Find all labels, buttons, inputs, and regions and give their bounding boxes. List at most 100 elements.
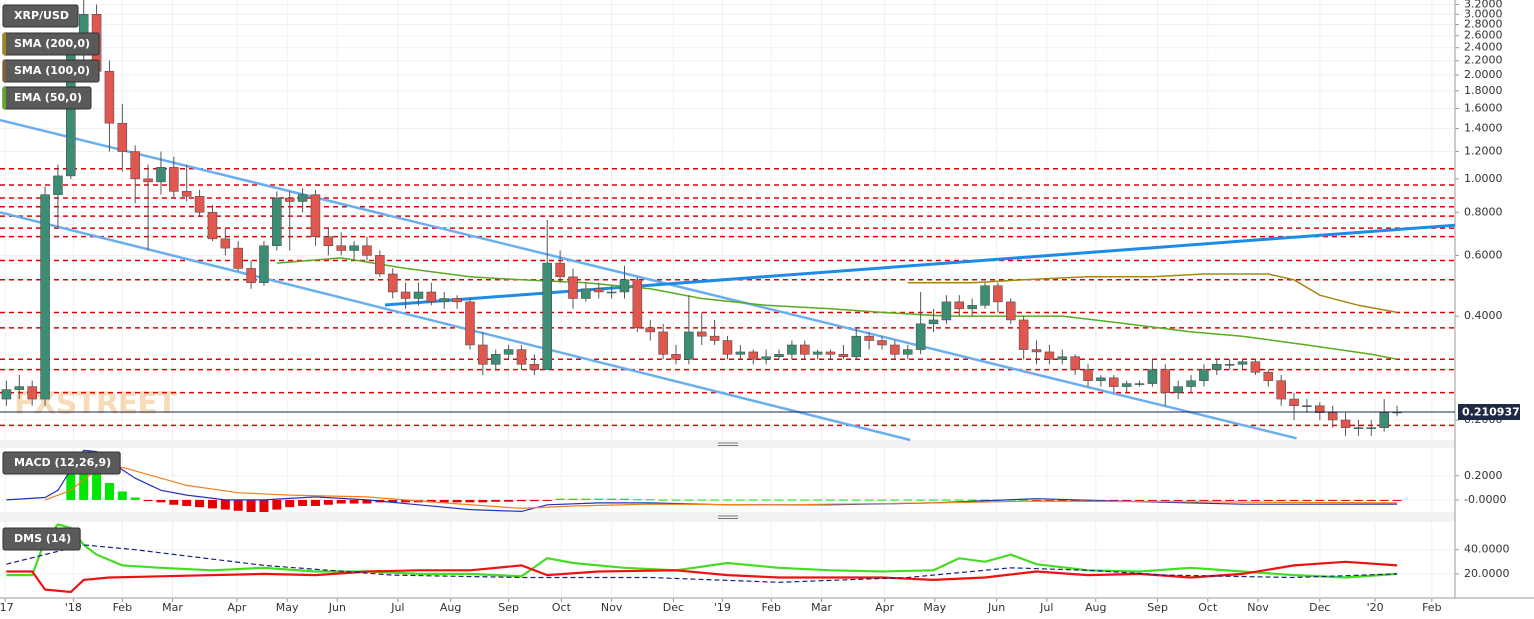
x-tick-label: Nov	[1247, 601, 1269, 614]
x-tick-label: Feb	[762, 601, 781, 614]
x-tick-label: Apr	[875, 601, 895, 614]
candle-body	[1302, 405, 1312, 407]
histogram-bar	[632, 499, 642, 501]
legend-item: SMA (100,0)	[2, 59, 100, 83]
candle-body	[130, 151, 140, 180]
candle-body	[27, 386, 37, 400]
histogram-bar	[1302, 499, 1312, 501]
legend-box	[2, 527, 81, 551]
histogram-bar	[195, 499, 205, 508]
candle-body	[1160, 369, 1171, 393]
y-tick-label: 2.4000	[1464, 41, 1503, 54]
candle-body	[877, 340, 887, 346]
legend-item: EMA (50,0)	[2, 86, 92, 110]
histogram-bar	[130, 497, 140, 500]
histogram-bar	[1160, 499, 1170, 501]
histogram-bar	[800, 499, 810, 501]
legend-swatch	[3, 33, 6, 55]
histogram-bar	[954, 499, 964, 501]
candle-body	[40, 194, 50, 400]
candle-body	[735, 351, 746, 355]
legend-label: XRP/USD	[14, 9, 69, 22]
histogram-bar	[967, 499, 977, 501]
histogram-bar	[401, 499, 411, 503]
candle-body	[452, 298, 462, 303]
candle-body	[1224, 364, 1235, 366]
histogram-bar	[478, 499, 488, 503]
legend-item: SMA (200,0)	[2, 32, 100, 56]
indicator-line	[6, 523, 1398, 579]
histogram-bar	[388, 499, 398, 503]
x-tick-label: Aug	[1085, 601, 1106, 614]
resize-grip[interactable]	[718, 442, 738, 519]
candle-body	[787, 344, 797, 355]
candle-body	[864, 335, 874, 341]
y-tick-label: 1.0000	[1464, 172, 1503, 185]
x-tick-label: Jun	[987, 601, 1005, 614]
candle-body	[1006, 301, 1016, 321]
candle-body	[941, 301, 952, 321]
y-tick-label: 3.0000	[1464, 7, 1503, 20]
legend-item: MACD (12,26,9)	[2, 451, 121, 475]
candle-body	[568, 276, 578, 299]
candle-body	[529, 364, 540, 370]
y-tick-label: 1.4000	[1464, 121, 1503, 134]
histogram-bar	[104, 483, 114, 500]
histogram-bar	[735, 499, 745, 501]
histogram-bar	[1263, 499, 1273, 501]
histogram-bar	[1225, 499, 1235, 501]
indicator-line	[6, 544, 1398, 583]
trendline	[0, 211, 911, 442]
candle-body	[387, 273, 398, 293]
candle-body	[14, 386, 25, 390]
x-tick-label: '18	[65, 601, 82, 614]
histogram-bar	[1250, 499, 1260, 501]
x-tick-label: Dec	[663, 601, 684, 614]
candle-body	[774, 354, 784, 358]
candle-body	[1379, 412, 1389, 428]
candle-body	[104, 71, 115, 124]
histogram-bar	[491, 499, 501, 502]
x-tick-label: Jun	[328, 601, 346, 614]
candle-body	[993, 285, 1003, 303]
candle-body	[478, 344, 488, 365]
histogram-bar	[555, 498, 565, 500]
histogram-bar	[826, 499, 836, 501]
y-tick-label: 2.2000	[1464, 54, 1503, 67]
histogram-bar	[504, 499, 514, 502]
x-tick-label: Nov	[601, 601, 623, 614]
candle-body	[439, 298, 449, 303]
candle-body	[1315, 405, 1325, 413]
histogram-bar	[903, 499, 913, 501]
histogram-bar	[723, 499, 732, 501]
histogram-bar	[452, 499, 462, 503]
candle-body	[812, 351, 823, 355]
histogram-bar	[787, 499, 797, 501]
histogram-bar	[710, 499, 720, 501]
histogram-bar	[182, 499, 192, 506]
histogram-bar	[220, 499, 230, 510]
histogram-bar	[851, 499, 861, 501]
candle-body	[1276, 380, 1286, 400]
candle-body	[1212, 364, 1222, 370]
histogram-bar	[929, 499, 939, 501]
candle-body	[1186, 380, 1196, 387]
candle-body	[1366, 427, 1377, 429]
histogram-bar	[697, 499, 707, 501]
histogram-bar	[877, 499, 887, 501]
histogram-bar	[594, 498, 604, 500]
histogram-bar	[568, 498, 578, 500]
histogram-bar	[1173, 499, 1183, 501]
histogram-bar	[1057, 499, 1067, 501]
candle-body	[890, 344, 900, 355]
candle-body	[658, 331, 668, 355]
candle-body	[465, 301, 475, 346]
histogram-bar	[980, 499, 990, 501]
histogram-bar	[362, 499, 372, 504]
x-tick-label: Dec	[1309, 601, 1330, 614]
histogram-bar	[542, 499, 552, 501]
last-price-box	[1458, 404, 1520, 421]
legend-label: SMA (200,0)	[14, 37, 90, 50]
histogram-bar	[1044, 499, 1054, 501]
